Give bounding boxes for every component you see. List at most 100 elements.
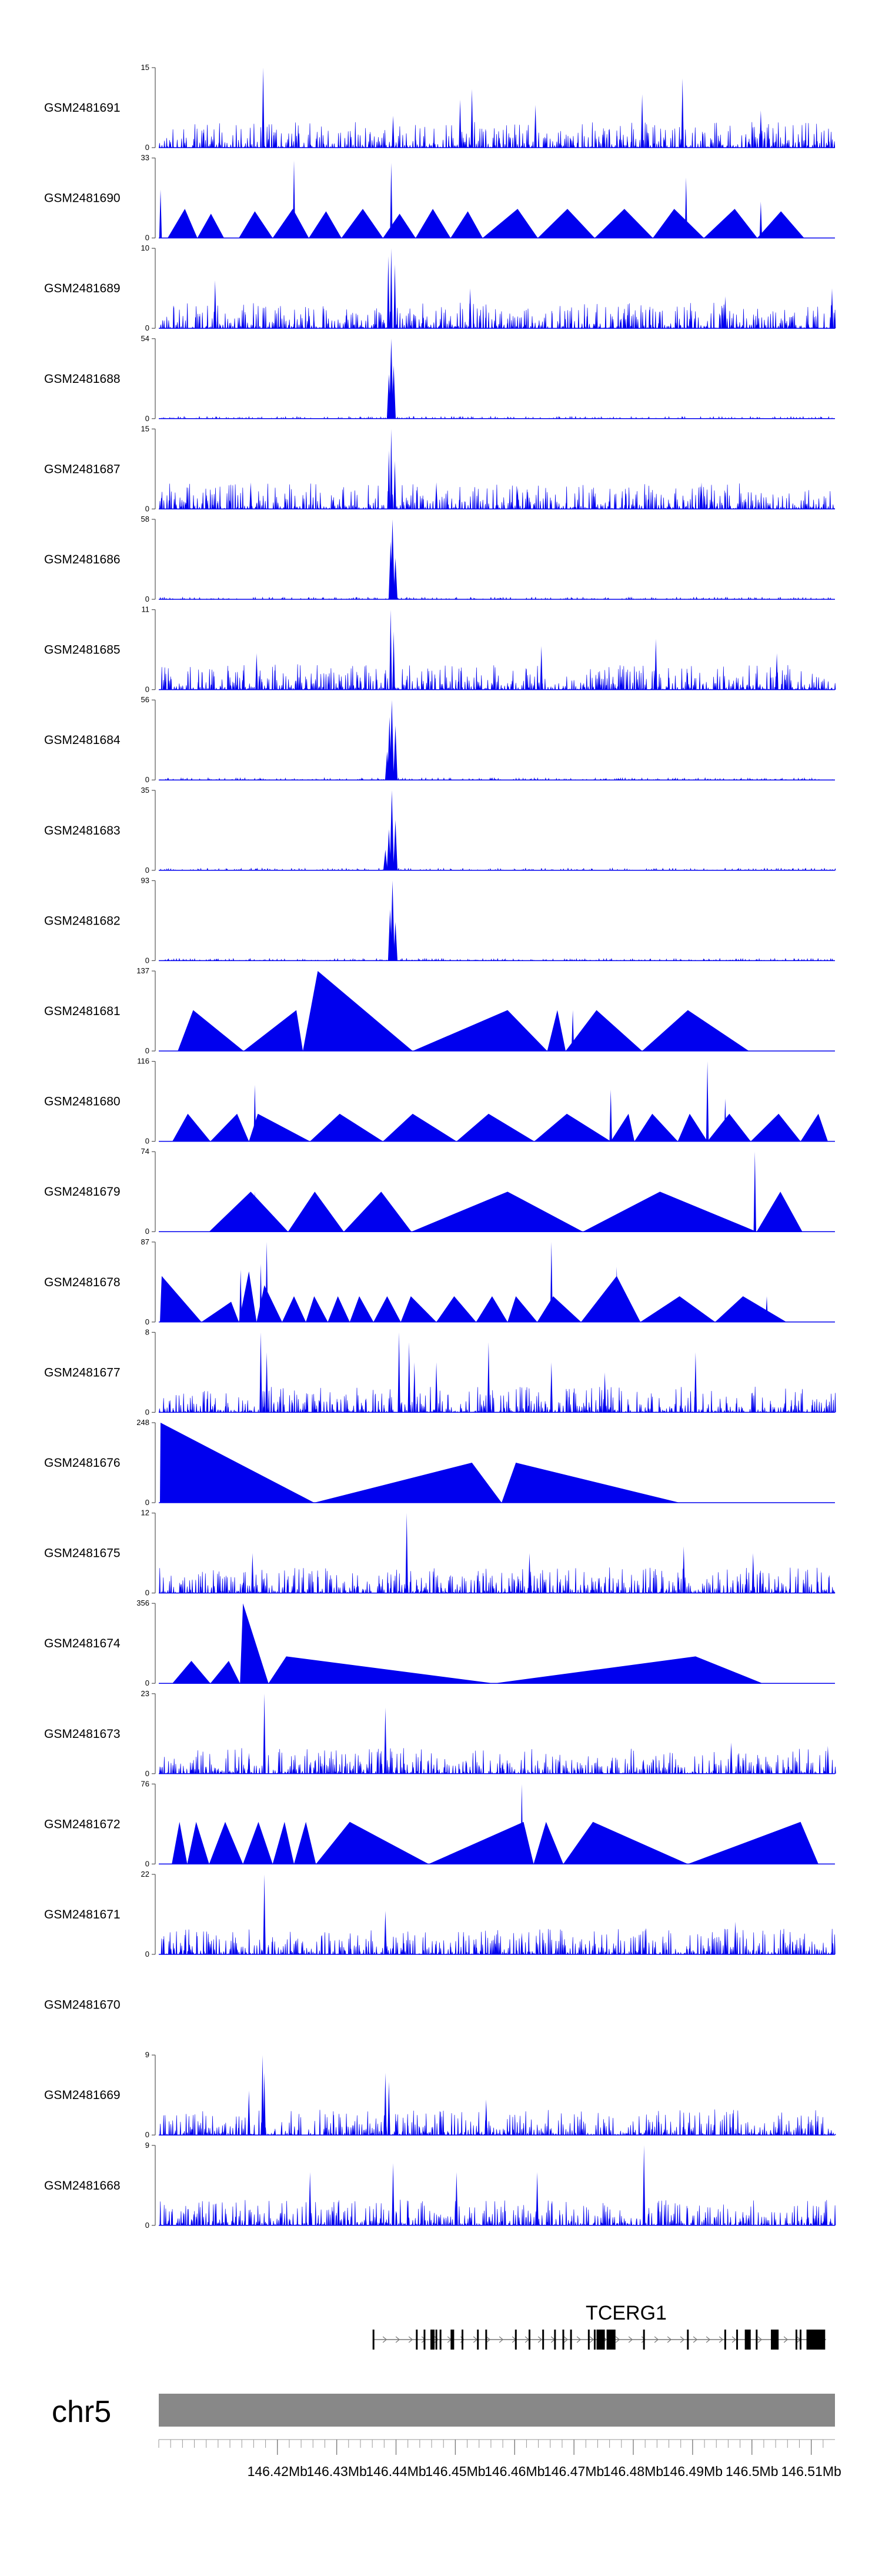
signal-peak (393, 558, 397, 599)
strand-arrow (641, 2336, 646, 2343)
tick-label: 146.48Mb (603, 2464, 663, 2479)
track-label: GSM2481673 (44, 1727, 121, 1741)
track-label: GSM2481678 (44, 1276, 121, 1289)
signal-peak (724, 1098, 727, 1142)
signal-segment (172, 1821, 188, 1864)
signal-peak (384, 1707, 387, 1774)
tick-label: 146.42Mb (248, 2464, 308, 2479)
signal-segment (240, 1603, 269, 1684)
y-max-label: 137 (136, 966, 149, 975)
signal-peak (213, 280, 216, 329)
y-max-label: 248 (136, 1418, 149, 1427)
track: GSM2481682 93 0 (44, 876, 835, 965)
signal-segment (187, 1821, 209, 1864)
signal-peak (765, 1296, 769, 1322)
track: GSM2481681 137 0 (44, 966, 835, 1055)
track: GSM2481688 54 0 (44, 334, 835, 423)
signal-peak (470, 89, 473, 148)
tick-label: 146.47Mb (544, 2464, 604, 2479)
track-label: GSM2481685 (44, 643, 121, 657)
y-max-label: 22 (141, 1870, 149, 1878)
track: GSM2481669 9 0 (44, 2050, 836, 2139)
strand-arrow (589, 2336, 594, 2343)
y-min-label: 0 (145, 233, 149, 242)
strand-arrow (693, 2336, 698, 2343)
gene-exon (687, 2330, 689, 2350)
signal-segment (168, 209, 198, 238)
signal-peak (253, 1192, 256, 1232)
gene-exon (485, 2330, 487, 2350)
signal-peak (435, 1362, 438, 1413)
signal-peak (390, 248, 393, 329)
gene-exon (562, 2330, 564, 2350)
signal-peak (734, 1921, 737, 1954)
strand-arrow (706, 2336, 711, 2343)
signal-segment (502, 1463, 680, 1503)
signal-peak (455, 2172, 458, 2225)
signal-segment (563, 1821, 688, 1864)
track-label: GSM2481670 (44, 1998, 121, 2012)
signal-segment (707, 1113, 751, 1142)
signal-segment (400, 1296, 437, 1322)
y-max-label: 116 (137, 1057, 149, 1066)
signal-peak (384, 2073, 387, 2135)
y-min-label: 0 (145, 1679, 149, 1687)
signal-segment (210, 1661, 240, 1684)
signal-peak (255, 653, 258, 690)
signal-noise (159, 664, 836, 690)
track-label: GSM2481668 (44, 2179, 121, 2193)
signal-peak (643, 2145, 646, 2225)
track: GSM2481684 56 0 (44, 695, 835, 784)
signal-segment (243, 1010, 303, 1051)
signal-noise (159, 1748, 836, 1774)
strand-arrow (382, 2336, 387, 2343)
gene-exon (423, 2330, 426, 2350)
track: GSM2481680 116 0 (44, 1057, 835, 1146)
signal-peak (393, 461, 396, 509)
track-label: GSM2481691 (44, 101, 121, 115)
signal-peak (759, 110, 763, 148)
signal-peak (387, 450, 390, 509)
track-label: GSM2481677 (44, 1366, 121, 1379)
gene-exon-block (744, 2330, 751, 2350)
signal-segment (373, 1296, 401, 1322)
track-label: GSM2481681 (44, 1005, 121, 1018)
y-min-label: 0 (145, 1227, 149, 1236)
signal-segment (201, 1302, 239, 1322)
signal-segment (704, 209, 757, 238)
signal-peak (248, 1753, 250, 1774)
signal-peak (516, 488, 519, 509)
y-min-label: 0 (145, 1950, 149, 1958)
gene-exon (461, 2330, 463, 2350)
strand-arrow (654, 2336, 659, 2343)
signal-peak (253, 1085, 256, 1142)
signal-segment (456, 1113, 534, 1142)
track: GSM2481687 15 0 (44, 424, 836, 513)
signal-peak (390, 429, 393, 509)
signal-peak (751, 1553, 754, 1593)
signal-peak (239, 1269, 242, 1322)
signal-peak (285, 1830, 288, 1864)
signal-segment (310, 1113, 383, 1142)
signal-segment (341, 209, 383, 238)
y-min-label: 0 (145, 143, 149, 152)
signal-segment (243, 1821, 273, 1864)
signal-peak (407, 1342, 410, 1413)
strand-arrow (719, 2336, 724, 2343)
y-min-label: 0 (145, 1498, 149, 1507)
signal-segment (757, 211, 804, 238)
signal-peak (389, 790, 394, 870)
signal-peak (386, 374, 391, 419)
signal-peak (388, 541, 393, 599)
signal-peak (265, 1352, 268, 1413)
track: GSM2481679 74 0 (44, 1147, 835, 1236)
signal-peak (390, 880, 395, 961)
signal-segment (534, 1113, 611, 1142)
track-label: GSM2481687 (44, 462, 121, 476)
signal-segment (653, 209, 704, 238)
chromosome-ideogram: chr5 (52, 2394, 835, 2429)
y-min-label: 0 (145, 2221, 149, 2230)
signal-segment (272, 1821, 294, 1864)
signal-peak (249, 482, 252, 509)
signal-segment (537, 1296, 582, 1322)
